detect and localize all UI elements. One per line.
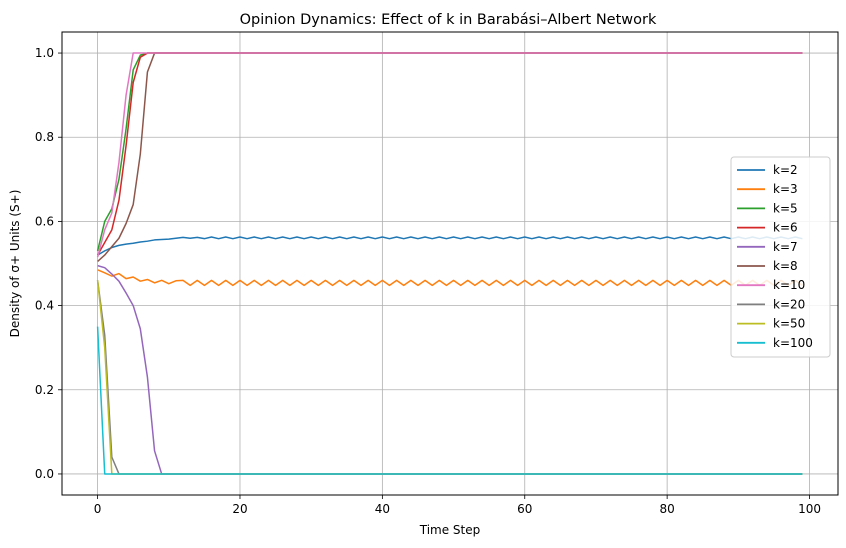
x-axis: 0 20 40 60 80 100	[94, 495, 821, 516]
legend-box	[730, 156, 831, 358]
y-tick-label: 0.2	[35, 383, 54, 397]
series-line-k-10	[96, 52, 803, 258]
x-tick-label: 80	[659, 502, 674, 516]
legend: k=2 k=3 k=5 k=6 k=7 k=8 k=10 k=20 k=50 k=100	[730, 156, 831, 358]
legend-label: k=100	[773, 336, 813, 350]
y-axis-title: Density of σ+ Units (S+)	[8, 190, 22, 338]
legend-label: k=3	[773, 182, 798, 196]
y-tick-label: 0.0	[35, 467, 54, 481]
y-axis: 0.0 0.2 0.4 0.6 0.8 1.0	[35, 46, 62, 481]
legend-label: k=7	[773, 240, 798, 254]
x-tick-label: 40	[375, 502, 390, 516]
legend-label: k=50	[773, 317, 805, 331]
series-layer	[96, 52, 803, 475]
y-tick-label: 0.4	[35, 299, 54, 313]
x-tick-label: 20	[232, 502, 247, 516]
chart-title: Opinion Dynamics: Effect of k in Barabás…	[240, 12, 657, 28]
legend-label: k=2	[773, 163, 798, 177]
x-tick-label: 100	[798, 502, 821, 516]
y-tick-label: 0.6	[35, 214, 54, 228]
plot-frame	[61, 31, 839, 496]
x-tick-label: 60	[517, 502, 532, 516]
x-axis-title: Time Step	[419, 523, 481, 537]
legend-label: k=8	[773, 259, 798, 273]
legend-label: k=6	[773, 221, 798, 235]
legend-label: k=5	[773, 201, 798, 215]
legend-label: k=20	[773, 297, 805, 311]
y-tick-label: 0.8	[35, 130, 54, 144]
legend-label: k=10	[773, 278, 805, 292]
series-line-k-2	[97, 236, 803, 256]
series-line-k-3	[97, 269, 803, 287]
series-line-k-100	[96, 326, 803, 475]
y-tick-label: 1.0	[35, 46, 54, 60]
x-tick-label: 0	[94, 502, 102, 516]
